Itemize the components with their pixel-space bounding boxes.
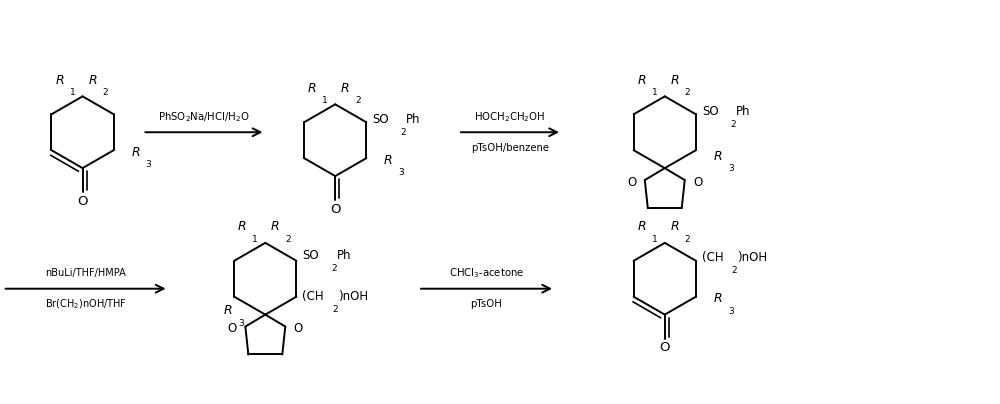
Text: R: R bbox=[238, 221, 247, 234]
Text: Ph: Ph bbox=[336, 249, 351, 262]
Text: 3: 3 bbox=[728, 307, 734, 316]
Text: PhSO$_2$Na/HCl/H$_2$O: PhSO$_2$Na/HCl/H$_2$O bbox=[158, 110, 250, 124]
Text: R: R bbox=[224, 304, 233, 317]
Text: 3: 3 bbox=[728, 164, 734, 173]
Text: 1: 1 bbox=[322, 97, 328, 105]
Text: R: R bbox=[271, 221, 280, 234]
Text: Br(CH$_2$)nOH/THF: Br(CH$_2$)nOH/THF bbox=[45, 297, 127, 311]
Text: HOCH$_2$CH$_2$OH: HOCH$_2$CH$_2$OH bbox=[474, 110, 546, 124]
Text: SO: SO bbox=[372, 113, 389, 126]
Text: O: O bbox=[294, 322, 303, 335]
Text: pTsOH/benzene: pTsOH/benzene bbox=[471, 143, 549, 153]
Text: O: O bbox=[77, 195, 88, 208]
Text: O: O bbox=[330, 203, 340, 216]
Text: R: R bbox=[88, 74, 97, 87]
Text: 2: 2 bbox=[103, 88, 108, 97]
Text: (CH: (CH bbox=[702, 251, 724, 264]
Text: )nOH: )nOH bbox=[737, 251, 767, 264]
Text: )nOH: )nOH bbox=[338, 290, 368, 303]
Text: Ph: Ph bbox=[736, 105, 750, 118]
Text: 2: 2 bbox=[331, 264, 337, 273]
Text: pTsOH: pTsOH bbox=[471, 299, 502, 309]
Text: 1: 1 bbox=[252, 235, 258, 244]
Text: 3: 3 bbox=[146, 160, 151, 169]
Text: 1: 1 bbox=[652, 88, 658, 97]
Text: R: R bbox=[308, 82, 317, 95]
Text: R: R bbox=[670, 74, 679, 87]
Text: 2: 2 bbox=[685, 235, 690, 244]
Text: 2: 2 bbox=[685, 88, 690, 97]
Text: 1: 1 bbox=[70, 88, 75, 97]
Text: R: R bbox=[131, 146, 140, 159]
Text: SO: SO bbox=[702, 105, 719, 118]
Text: R: R bbox=[670, 221, 679, 234]
Text: CHCl$_3$-acetone: CHCl$_3$-acetone bbox=[449, 266, 524, 280]
Text: R: R bbox=[714, 292, 722, 305]
Text: 2: 2 bbox=[285, 235, 291, 244]
Text: SO: SO bbox=[302, 249, 319, 262]
Text: 2: 2 bbox=[401, 128, 406, 137]
Text: 2: 2 bbox=[355, 97, 361, 105]
Text: O: O bbox=[228, 322, 237, 335]
Text: 3: 3 bbox=[238, 319, 244, 328]
Text: R: R bbox=[714, 149, 722, 163]
Text: R: R bbox=[637, 74, 646, 87]
Text: 1: 1 bbox=[652, 235, 658, 244]
Text: R: R bbox=[384, 154, 393, 166]
Text: R: R bbox=[55, 74, 64, 87]
Text: (CH: (CH bbox=[302, 290, 324, 303]
Text: 3: 3 bbox=[398, 168, 404, 177]
Text: R: R bbox=[637, 221, 646, 234]
Text: O: O bbox=[627, 176, 636, 189]
Text: 2: 2 bbox=[730, 120, 736, 129]
Text: O: O bbox=[693, 176, 702, 189]
Text: 2: 2 bbox=[732, 266, 737, 275]
Text: 2: 2 bbox=[332, 305, 338, 314]
Text: nBuLi/THF/HMPA: nBuLi/THF/HMPA bbox=[45, 268, 126, 278]
Text: R: R bbox=[341, 82, 350, 95]
Text: Ph: Ph bbox=[406, 113, 421, 126]
Text: O: O bbox=[660, 341, 670, 354]
